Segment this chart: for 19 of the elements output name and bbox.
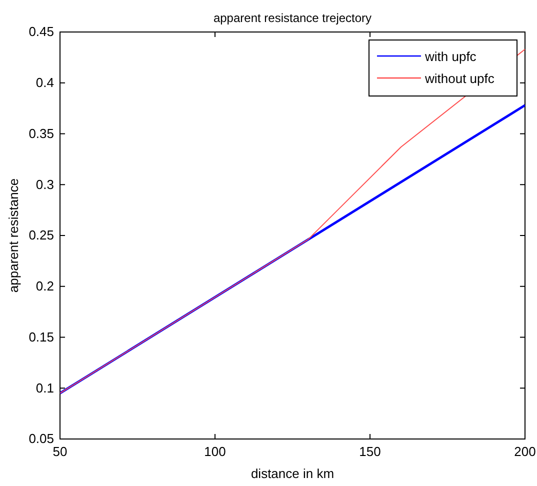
x-tick-label: 100: [204, 444, 226, 460]
y-tick-label: 0.15: [28, 329, 54, 344]
y-tick-label: 0.25: [28, 228, 54, 243]
chart-title: apparent resistance trejectory: [213, 11, 372, 25]
y-tick-label: 0.1: [36, 380, 54, 396]
x-axis-title: distance in km: [250, 466, 334, 481]
y-tick-label: 0.45: [28, 24, 54, 40]
x-tick-label: 50: [52, 444, 68, 460]
y-tick-label: 0.4: [36, 75, 54, 90]
y-tick-label: 0.05: [28, 431, 54, 446]
y-tick-label: 0.3: [36, 176, 54, 192]
y-axis-title: apparent resistance: [6, 178, 21, 293]
x-tick-label: 200: [514, 444, 536, 460]
y-tick-label: 0.35: [28, 126, 54, 141]
x-tick-label: 150: [359, 444, 381, 460]
line-series: [60, 48, 525, 394]
legend-label: without upfc: [424, 71, 495, 86]
legend-label: with upfc: [424, 49, 477, 64]
y-tick-label: 0.2: [36, 278, 54, 294]
